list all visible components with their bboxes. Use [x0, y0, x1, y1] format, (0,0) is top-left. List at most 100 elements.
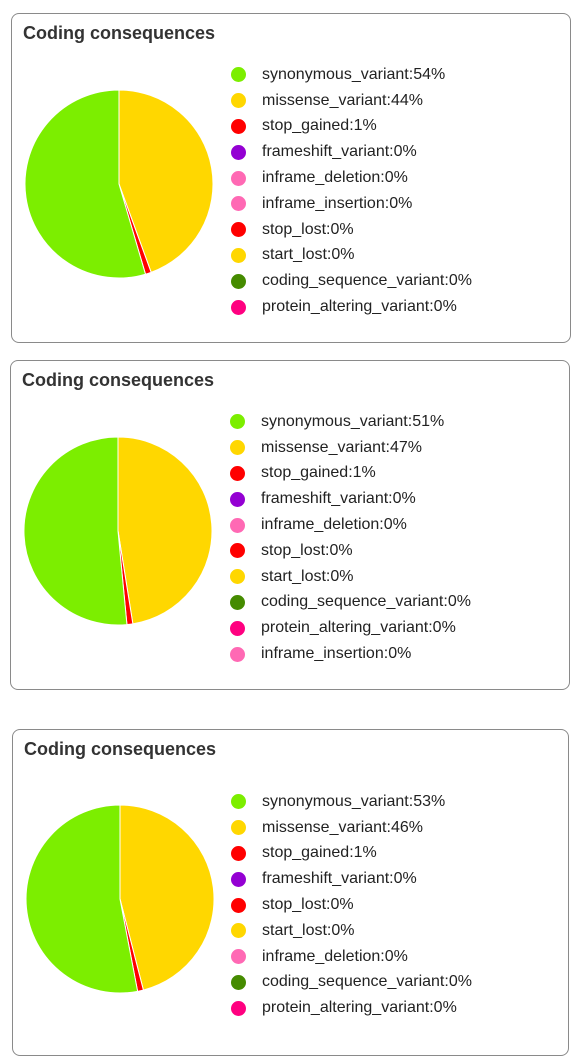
legend-item-inframe-deletion: inframe_deletion: 0% — [230, 512, 471, 538]
legend-item-start-lost: start_lost: 0% — [231, 918, 472, 944]
legend-item-protein-altering-variant: protein_altering_variant: 0% — [231, 995, 472, 1021]
legend-label: coding_sequence_variant — [261, 593, 444, 611]
legend-item-stop-gained: stop_gained: 1% — [231, 841, 472, 867]
pie-slice-synonymous-variant — [24, 89, 147, 279]
legend-label: coding_sequence_variant — [262, 973, 445, 991]
legend-value: 0% — [330, 220, 354, 238]
legend-swatch — [231, 93, 246, 109]
legend-label: synonymous_variant — [262, 792, 409, 810]
legend-item-missense-variant: missense_variant: 44% — [231, 88, 472, 114]
legend-swatch — [230, 646, 245, 662]
legend-item-synonymous-variant: synonymous_variant: 51% — [230, 409, 471, 435]
legend-swatch — [230, 440, 245, 456]
legend-item-inframe-deletion: inframe_deletion: 0% — [231, 944, 472, 970]
legend-item-stop-lost: stop_lost: 0% — [231, 892, 472, 918]
legend-swatch — [230, 517, 245, 533]
legend-value: 0% — [384, 169, 408, 187]
panel-title: Coding consequences — [23, 23, 216, 43]
legend-value: 0% — [389, 194, 413, 212]
legend-swatch — [231, 118, 246, 134]
legend-swatch — [231, 845, 246, 861]
panel-title: Coding consequences — [24, 739, 217, 759]
legend-swatch — [231, 820, 246, 836]
legend-label: inframe_deletion — [261, 516, 380, 534]
legend-item-inframe-deletion: inframe_deletion: 0% — [231, 165, 472, 191]
legend-swatch — [230, 569, 245, 585]
legend-swatch — [231, 923, 246, 939]
legend-value: 44% — [390, 91, 423, 109]
legend-value: 0% — [331, 246, 355, 264]
legend-swatch — [231, 1000, 246, 1016]
legend-label: stop_gained — [261, 464, 349, 482]
legend-label: stop_lost — [262, 896, 327, 914]
legend-label: frameshift_variant — [262, 870, 390, 888]
legend-swatch — [230, 543, 245, 559]
legend-value: 0% — [432, 619, 456, 637]
legend-label: start_lost — [262, 246, 327, 264]
legend-swatch — [231, 144, 246, 160]
legend-swatch — [230, 491, 245, 507]
legend-label: stop_lost — [262, 220, 327, 238]
legend-swatch — [231, 897, 246, 913]
coding-consequences-panel-2: Coding consequences synonymous_variant: … — [10, 360, 570, 690]
legend-swatch — [231, 871, 246, 887]
legend-label: stop_lost — [261, 541, 326, 559]
pie-slice-missense-variant — [117, 436, 213, 625]
legend-label: missense_variant — [261, 438, 386, 456]
legend-value: 0% — [388, 645, 412, 663]
legend-item-coding-sequence-variant: coding_sequence_variant: 0% — [231, 268, 472, 294]
legend-item-frameshift-variant: frameshift_variant: 0% — [231, 139, 472, 165]
legend-label: stop_gained — [262, 844, 350, 862]
pie-slice-missense-variant — [118, 89, 214, 273]
pie-slice-synonymous-variant — [25, 804, 139, 994]
legend-value: 47% — [389, 438, 422, 456]
pie-slice-missense-variant — [119, 804, 215, 991]
legend-value: 0% — [330, 896, 354, 914]
legend-swatch — [231, 247, 246, 263]
legend-item-stop-gained: stop_gained: 1% — [231, 114, 472, 140]
legend-value: 0% — [330, 567, 354, 585]
legend-item-coding-sequence-variant: coding_sequence_variant: 0% — [231, 970, 472, 996]
legend-swatch — [230, 594, 245, 610]
legend-swatch — [231, 949, 246, 965]
legend-item-synonymous-variant: synonymous_variant: 53% — [231, 789, 472, 815]
legend-swatch — [231, 170, 246, 186]
legend-item-protein-altering-variant: protein_altering_variant: 0% — [230, 615, 471, 641]
legend-swatch — [231, 299, 246, 315]
legend-value: 0% — [384, 947, 408, 965]
legend-value: 0% — [392, 490, 416, 508]
legend-swatch — [230, 620, 245, 636]
legend-label: synonymous_variant — [261, 412, 408, 430]
legend-label: synonymous_variant — [262, 65, 409, 83]
legend: synonymous_variant: 51% missense_variant:… — [230, 409, 471, 667]
legend-value: 0% — [433, 999, 457, 1017]
legend-item-missense-variant: missense_variant: 46% — [231, 815, 472, 841]
legend-value: 0% — [433, 298, 457, 316]
legend-item-inframe-insertion: inframe_insertion: 0% — [231, 191, 472, 217]
legend-value: 0% — [329, 541, 353, 559]
legend-value: 0% — [383, 516, 407, 534]
legend-value: 51% — [412, 412, 445, 430]
legend-swatch — [231, 222, 246, 238]
legend-swatch — [231, 67, 246, 83]
legend-value: 0% — [448, 973, 472, 991]
legend-item-stop-gained: stop_gained: 1% — [230, 461, 471, 487]
legend-item-start-lost: start_lost: 0% — [231, 243, 472, 269]
legend-value: 46% — [390, 818, 423, 836]
legend-value: 1% — [352, 464, 376, 482]
legend-label: coding_sequence_variant — [262, 272, 445, 290]
coding-consequences-panel-3: Coding consequences synonymous_variant: … — [12, 729, 569, 1056]
legend-label: start_lost — [262, 921, 327, 939]
pie-chart — [23, 436, 213, 626]
legend-label: start_lost — [261, 567, 326, 585]
legend-label: frameshift_variant — [261, 490, 389, 508]
legend-item-protein-altering-variant: protein_altering_variant: 0% — [231, 294, 472, 320]
legend-label: inframe_deletion — [262, 947, 381, 965]
legend-label: protein_altering_variant — [262, 999, 430, 1017]
legend-item-stop-lost: stop_lost: 0% — [231, 217, 472, 243]
legend-label: missense_variant — [262, 818, 387, 836]
legend-swatch — [231, 273, 246, 289]
legend-label: protein_altering_variant — [262, 298, 430, 316]
legend-item-missense-variant: missense_variant: 47% — [230, 435, 471, 461]
legend-value: 54% — [413, 65, 446, 83]
